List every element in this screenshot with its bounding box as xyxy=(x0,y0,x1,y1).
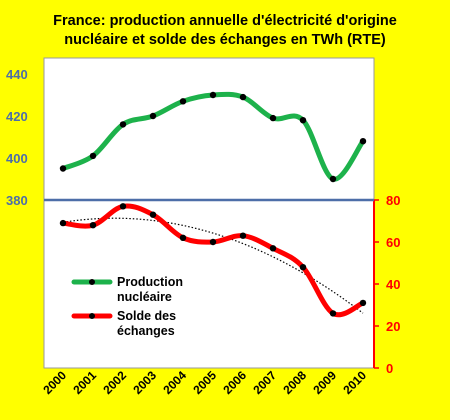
legend-label-solde-line-2: échanges xyxy=(117,324,175,338)
series-point-production xyxy=(359,138,367,145)
series-point-solde xyxy=(359,299,367,307)
legend-label-production-line-1: Production xyxy=(117,275,183,289)
legend-label-solde-line-1: Solde des xyxy=(117,309,176,323)
chart-title-line-1: France: production annuelle d'électricit… xyxy=(53,13,397,29)
series-point-solde xyxy=(89,222,97,229)
left-axis-ticks: 380 400 420 440 xyxy=(6,67,28,208)
series-point-production xyxy=(209,91,217,99)
series-point-solde xyxy=(179,234,187,241)
series-point-solde xyxy=(59,219,67,227)
series-point-solde xyxy=(269,245,277,252)
left-tick-label: 420 xyxy=(6,109,28,124)
series-point-production xyxy=(329,175,337,183)
series-point-solde xyxy=(119,203,127,210)
chart-title-line-2: nucléaire et solde des échanges en TWh (… xyxy=(64,32,386,48)
legend: Production nucléaire Solde des échanges xyxy=(71,275,183,338)
series-group xyxy=(59,91,367,318)
legend-marker-solde xyxy=(89,313,95,319)
series-point-solde xyxy=(239,232,247,239)
legend-marker-production xyxy=(89,279,95,285)
series-point-solde xyxy=(299,264,307,271)
trendline-group xyxy=(62,217,364,314)
left-tick-label: 440 xyxy=(6,67,28,82)
series-point-production xyxy=(119,121,127,128)
series-point-production xyxy=(269,114,277,122)
series-point-solde xyxy=(209,238,217,246)
left-tick-label: 400 xyxy=(6,151,28,166)
right-tick-label: 40 xyxy=(386,277,400,292)
series-point-production xyxy=(59,165,67,172)
right-tick-label: 0 xyxy=(386,361,393,376)
series-point-production xyxy=(179,98,187,105)
right-axis-ticks: 0 20 40 60 80 xyxy=(374,193,400,376)
legend-label-production-line-2: nucléaire xyxy=(117,290,172,304)
right-tick-label: 80 xyxy=(386,193,400,208)
series-point-solde xyxy=(149,211,157,218)
right-tick-label: 20 xyxy=(386,319,400,334)
series-point-production xyxy=(149,112,157,120)
series-point-production xyxy=(239,93,247,101)
upper-plot-area xyxy=(43,57,375,201)
series-point-solde xyxy=(329,310,337,317)
series-point-production xyxy=(299,117,307,124)
series-point-production xyxy=(89,152,97,160)
solde-trendline xyxy=(62,217,364,314)
left-tick-label: 380 xyxy=(6,193,28,208)
right-tick-label: 60 xyxy=(386,235,400,250)
